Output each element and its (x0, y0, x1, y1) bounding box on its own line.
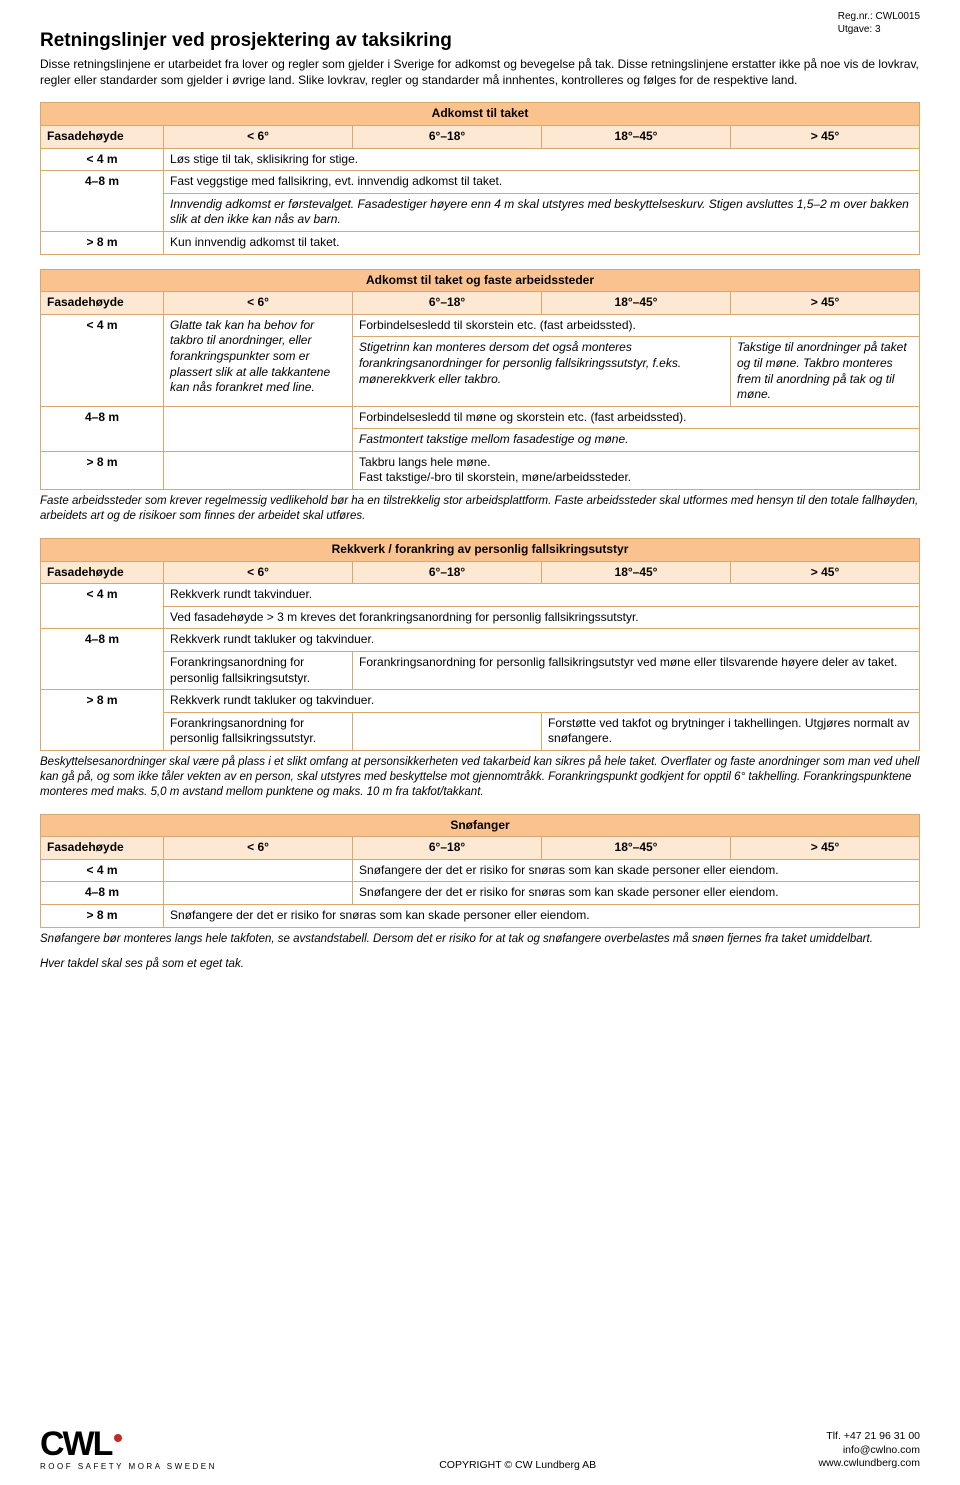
col-gt45: > 45° (731, 561, 920, 584)
table3-note: Beskyttelsesanordninger skal være på pla… (40, 755, 920, 800)
table4-note2: Hver takdel skal ses på som et eget tak. (40, 957, 920, 972)
logo-tagline: ROOF SAFETY MORA SWEDEN (40, 1462, 217, 1471)
col-18-45: 18°–45° (542, 292, 731, 315)
col-fasade: Fasadehøyde (41, 125, 164, 148)
t2-r2-empty (164, 406, 353, 451)
t2-r1top: Forbindelsesledd til skorstein etc. (fas… (353, 314, 920, 337)
website: www.cwlundberg.com (818, 1457, 920, 1471)
row-4-8: 4–8 m (41, 406, 164, 451)
table1-title: Adkomst til taket (41, 103, 920, 126)
table2-title: Adkomst til taket og faste arbeidssteder (41, 269, 920, 292)
t3-r3b-right: Forstøtte ved takfot og brytninger i tak… (542, 712, 920, 750)
edition: Utgave: 3 (838, 23, 920, 36)
t4-r2: Snøfangere der det er risiko for snøras … (353, 882, 920, 905)
t4-r1: Snøfangere der det er risiko for snøras … (353, 859, 920, 882)
table4-note: Snøfangere bør monteres langs hele takfo… (40, 932, 920, 947)
col-18-45: 18°–45° (542, 561, 731, 584)
contact-info: Tlf. +47 21 96 31 00 info@cwlno.com www.… (818, 1430, 920, 1471)
t3-r1a: Rekkverk rundt takvinduer. (164, 584, 920, 607)
col-fasade: Fasadehøyde (41, 561, 164, 584)
col-6-18: 6°–18° (353, 125, 542, 148)
t3-r3b-empty (353, 712, 542, 750)
phone: Tlf. +47 21 96 31 00 (818, 1430, 920, 1444)
t4-r2-empty (164, 882, 353, 905)
col-gt45: > 45° (731, 837, 920, 860)
col-lt6: < 6° (164, 561, 353, 584)
col-lt6: < 6° (164, 837, 353, 860)
col-gt45: > 45° (731, 125, 920, 148)
email: info@cwlno.com (818, 1444, 920, 1458)
col-18-45: 18°–45° (542, 837, 731, 860)
row-lt4: < 4 m (41, 584, 164, 629)
page-title: Retningslinjer ved prosjektering av taks… (40, 30, 920, 52)
col-6-18: 6°–18° (353, 561, 542, 584)
t4-r3: Snøfangere der det er risiko for snøras … (164, 905, 920, 928)
t2-r2b: Fastmontert takstige mellom fasadestige … (353, 429, 920, 452)
row-gt8: > 8 m (41, 451, 164, 489)
t2-r3-empty (164, 451, 353, 489)
t3-r2b-left: Forankringsanordning for personlig falls… (164, 651, 353, 689)
t1-r2b: Innvendig adkomst er førstevalget. Fasad… (164, 193, 920, 231)
copyright: COPYRIGHT © CW Lundberg AB (217, 1459, 819, 1471)
t2-r1c4: Takstige til anordninger på taket og til… (731, 337, 920, 406)
row-lt4: < 4 m (41, 859, 164, 882)
table4-title: Snøfanger (41, 814, 920, 837)
reg-number: Reg.nr.: CWL0015 (838, 10, 920, 23)
row-gt8: > 8 m (41, 905, 164, 928)
t3-r3b-left: Forankringsanordning for personlig falls… (164, 712, 353, 750)
t2-r1mid: Stigetrinn kan monteres dersom det også … (353, 337, 731, 406)
col-gt45: > 45° (731, 292, 920, 315)
table-adkomst-taket: Adkomst til taket Fasadehøyde < 6° 6°–18… (40, 102, 920, 254)
row-lt4: < 4 m (41, 314, 164, 406)
table2-note: Faste arbeidssteder som krever regelmess… (40, 494, 920, 524)
row-4-8: 4–8 m (41, 171, 164, 232)
row-lt4: < 4 m (41, 148, 164, 171)
table-snofanger: Snøfanger Fasadehøyde < 6° 6°–18° 18°–45… (40, 814, 920, 928)
t3-r2b-right: Forankringsanordning for personlig falls… (353, 651, 920, 689)
col-lt6: < 6° (164, 125, 353, 148)
col-6-18: 6°–18° (353, 292, 542, 315)
logo-dot-icon (114, 1434, 122, 1442)
table-rekkverk: Rekkverk / forankring av personlig falls… (40, 538, 920, 751)
t3-r1b: Ved fasadehøyde > 3 m kreves det forankr… (164, 606, 920, 629)
col-18-45: 18°–45° (542, 125, 731, 148)
t3-r2a: Rekkverk rundt takluker og takvinduer. (164, 629, 920, 652)
row-gt8: > 8 m (41, 231, 164, 254)
intro-text: Disse retningslinjene er utarbeidet fra … (40, 56, 920, 88)
t2-r3: Takbru langs hele møne. Fast takstige/-b… (353, 451, 920, 489)
col-fasade: Fasadehøyde (41, 837, 164, 860)
table3-title: Rekkverk / forankring av personlig falls… (41, 538, 920, 561)
table-faste-arbeidssteder: Adkomst til taket og faste arbeidssteder… (40, 269, 920, 491)
col-fasade: Fasadehøyde (41, 292, 164, 315)
row-gt8: > 8 m (41, 690, 164, 751)
page-footer: CWL ROOF SAFETY MORA SWEDEN COPYRIGHT © … (40, 1429, 920, 1471)
t1-r2a: Fast veggstige med fallsikring, evt. inn… (164, 171, 920, 194)
logo: CWL ROOF SAFETY MORA SWEDEN (40, 1429, 217, 1471)
row-4-8: 4–8 m (41, 882, 164, 905)
logo-text: CWL (40, 1429, 111, 1460)
col-lt6: < 6° (164, 292, 353, 315)
t3-r3a: Rekkverk rundt takluker og takvinduer. (164, 690, 920, 713)
t4-r1-empty (164, 859, 353, 882)
row-4-8: 4–8 m (41, 629, 164, 690)
col-6-18: 6°–18° (353, 837, 542, 860)
t1-r3: Kun innvendig adkomst til taket. (164, 231, 920, 254)
t2-r2a: Forbindelsesledd til møne og skorstein e… (353, 406, 920, 429)
doc-meta: Reg.nr.: CWL0015 Utgave: 3 (838, 10, 920, 36)
t2-r1c1: Glatte tak kan ha behov for takbro til a… (164, 314, 353, 406)
t1-r1: Løs stige til tak, sklisikring for stige… (164, 148, 920, 171)
